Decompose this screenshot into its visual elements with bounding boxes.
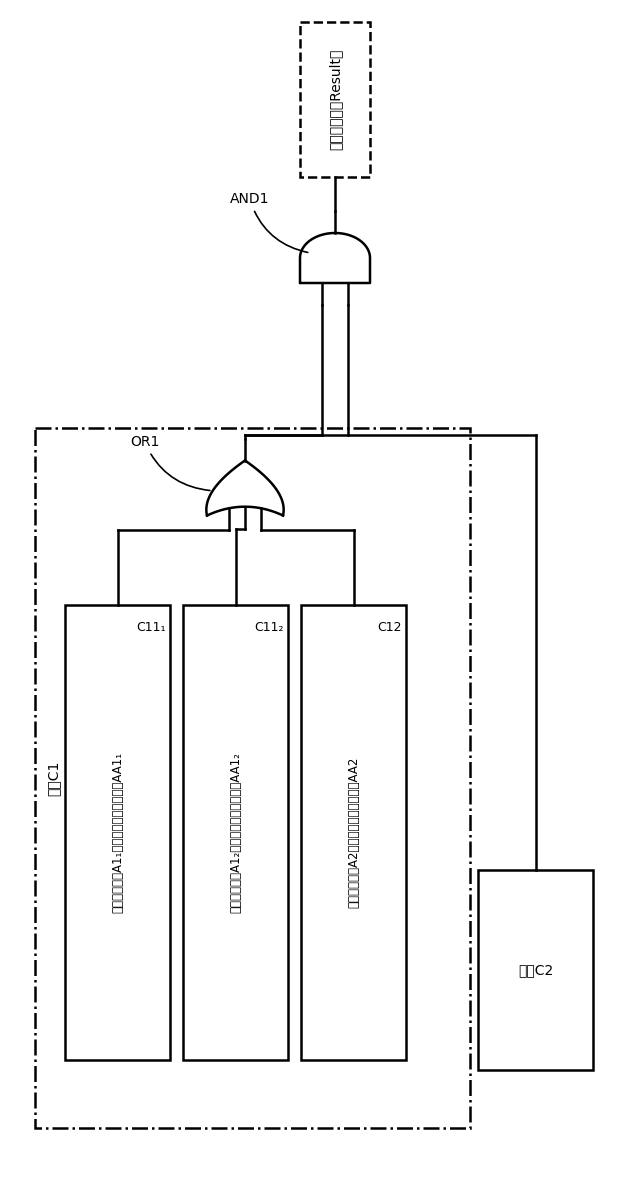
FancyBboxPatch shape [301,605,406,1061]
Text: C11₁: C11₁ [136,622,166,633]
Text: C11₂: C11₂ [255,622,284,633]
Polygon shape [300,233,370,283]
FancyBboxPatch shape [65,605,170,1061]
Text: アプローチ（Result）: アプローチ（Result） [328,49,342,150]
Text: OR1: OR1 [130,435,210,490]
Text: 条件C2: 条件C2 [518,963,553,977]
Polygon shape [206,460,284,515]
FancyBboxPatch shape [478,870,593,1070]
Text: 第２対地高度A2＜第２アプローチ高度AA2: 第２対地高度A2＜第２アプローチ高度AA2 [347,756,360,908]
Text: 第１対地高度A1₂＜第１アプローチ高度AA1₂: 第１対地高度A1₂＜第１アプローチ高度AA1₂ [229,752,242,913]
FancyBboxPatch shape [183,605,288,1061]
Text: 条件C1: 条件C1 [46,760,60,796]
FancyBboxPatch shape [300,21,370,177]
Text: 第１対地高度A1₁＜第１アプローチ高度AA1₁: 第１対地高度A1₁＜第１アプローチ高度AA1₁ [111,752,124,913]
Text: C12: C12 [378,622,402,633]
Text: AND1: AND1 [230,192,308,253]
